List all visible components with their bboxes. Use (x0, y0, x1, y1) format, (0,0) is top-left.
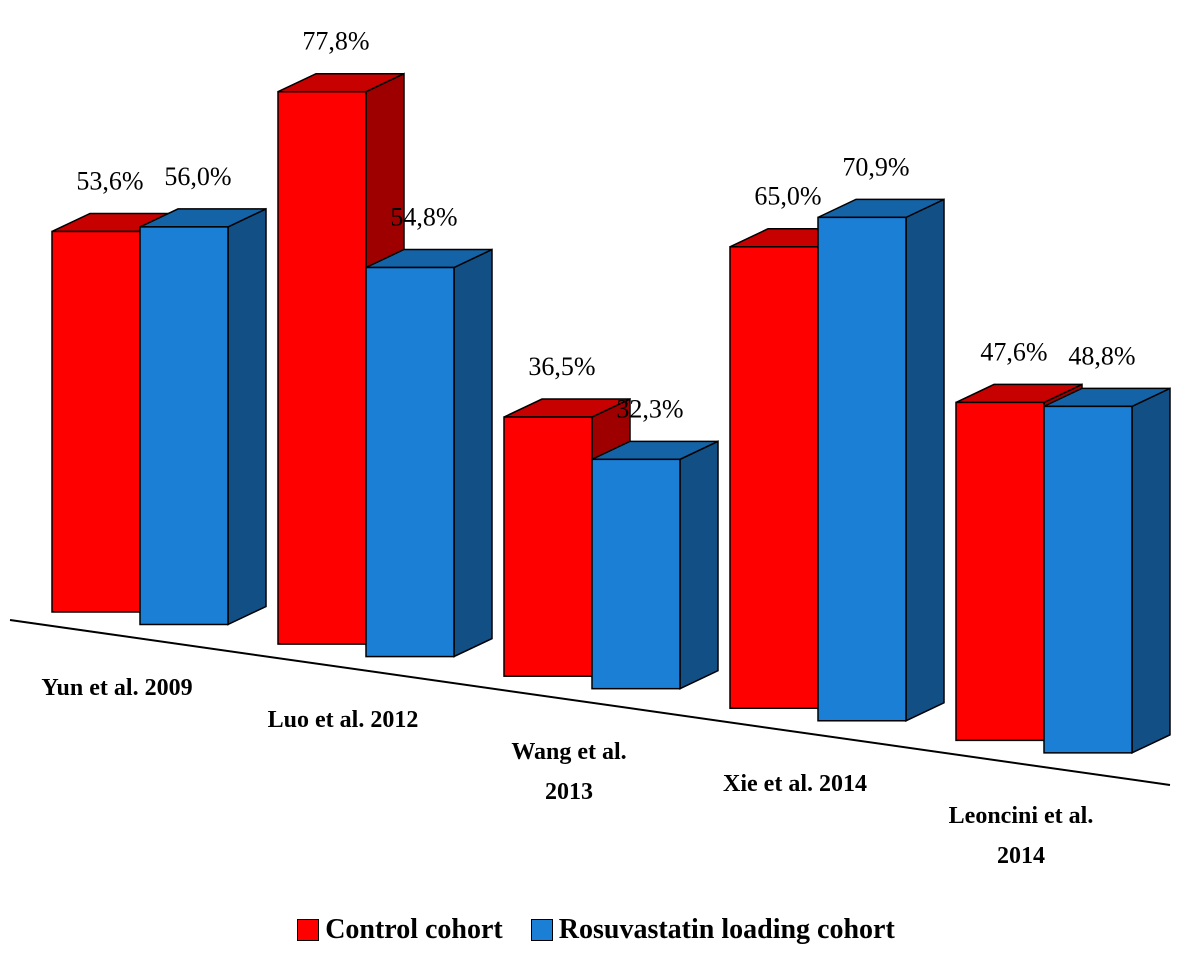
value-label: 48,8% (1068, 341, 1135, 370)
bar-front (591, 458, 681, 690)
value-label: 36,5% (528, 352, 595, 381)
floor-line (9, 619, 1171, 786)
value-label: 47,6% (980, 337, 1047, 366)
value-label: 65,0% (754, 182, 821, 211)
legend-label: Control cohort (325, 914, 503, 945)
legend-swatch (530, 919, 553, 941)
bar-front (729, 246, 819, 710)
legend: Control cohort Rosuvastatin loading cohor… (0, 914, 1192, 949)
x-tick-label: Yun et al. 2009 (41, 675, 193, 701)
bar-front (817, 216, 907, 722)
bar (365, 248, 493, 658)
bar (817, 198, 945, 722)
x-tick-label: Wang et al. 2013 (511, 739, 627, 806)
bar (1043, 387, 1171, 755)
value-label: 70,9% (842, 152, 909, 181)
legend-item: Rosuvastatin loading cohort (530, 914, 895, 946)
x-tick-label: Luo et al. 2012 (267, 707, 419, 734)
bar-front (139, 226, 229, 626)
bar (139, 207, 267, 626)
bar-front (365, 266, 455, 658)
bar-front (503, 416, 593, 677)
bar-side (227, 207, 267, 626)
x-tick-label: Leoncini et al. 2014 (948, 803, 1094, 870)
bar-front (1043, 405, 1133, 754)
bar-side (679, 440, 719, 690)
legend-label: Rosuvastatin loading cohort (558, 914, 895, 945)
bar-front (51, 230, 141, 613)
value-label: 54,8% (390, 202, 457, 231)
legend-item: Control cohort (297, 914, 503, 946)
bar-front (955, 401, 1045, 742)
value-label: 53,6% (76, 166, 143, 195)
value-label: 32,3% (616, 394, 683, 423)
bar-side (905, 198, 945, 722)
value-label: 77,8% (302, 27, 369, 56)
value-label: 56,0% (164, 162, 231, 191)
bar-side (1131, 387, 1171, 755)
legend-swatch (297, 919, 320, 941)
bar-front (277, 90, 367, 645)
bar-side (453, 248, 493, 658)
bar (591, 440, 719, 690)
x-tick-label: Xie et al. 2014 (723, 771, 867, 798)
